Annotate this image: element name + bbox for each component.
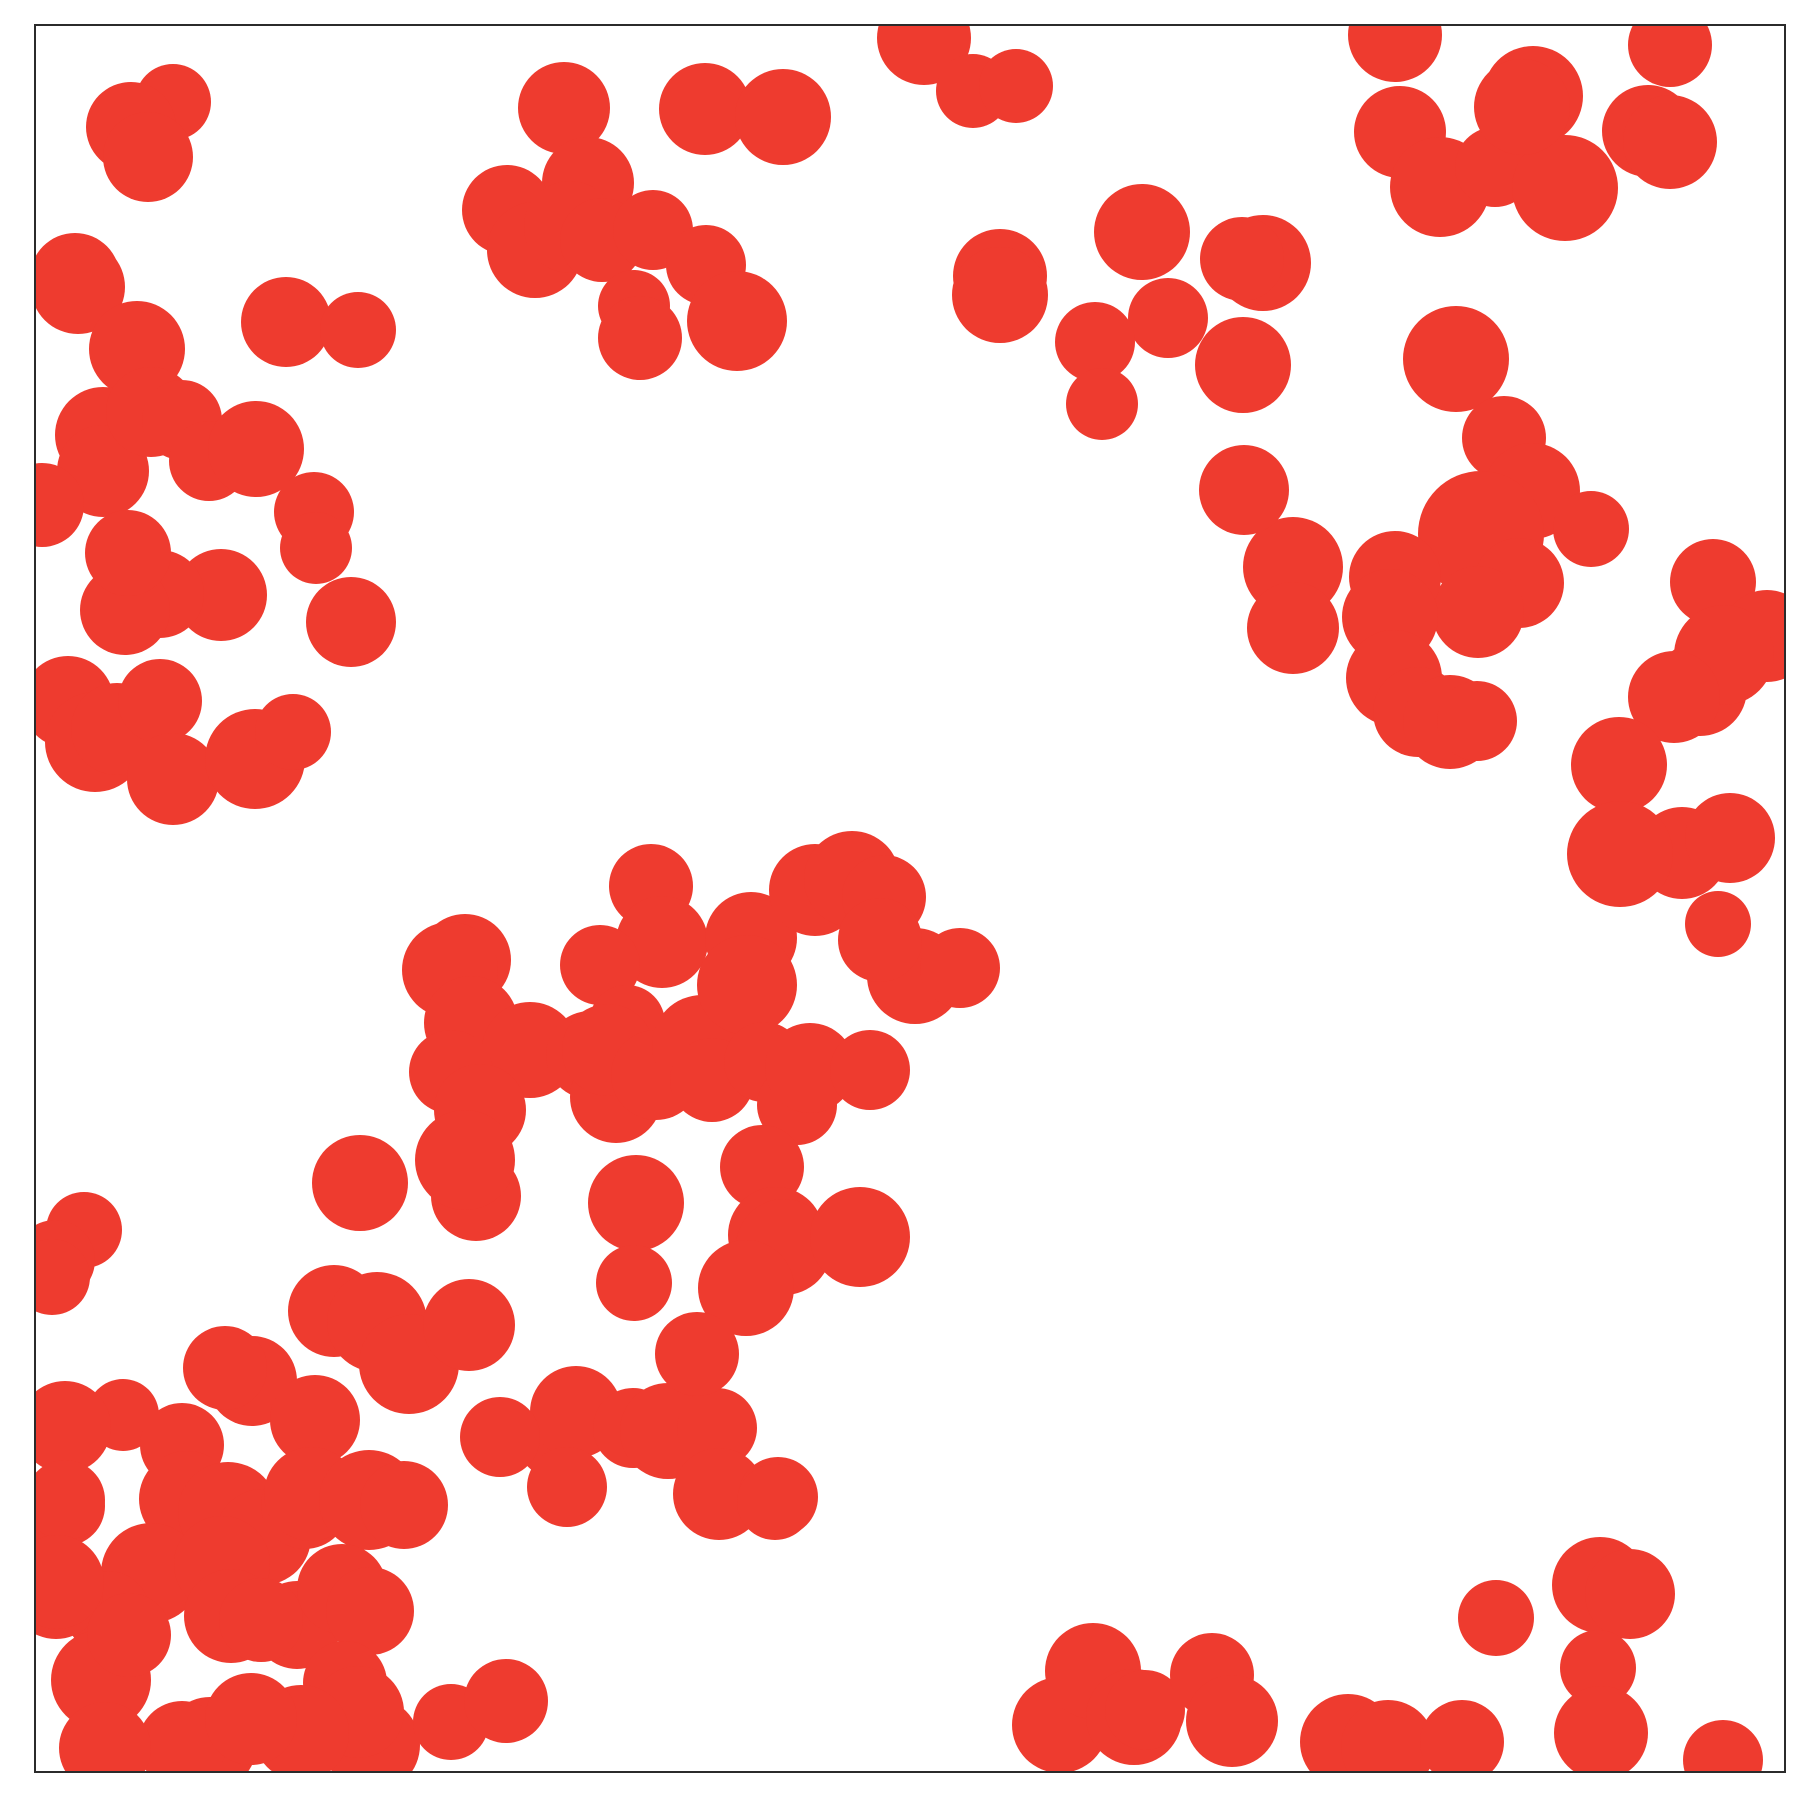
red-circle — [464, 1659, 548, 1743]
red-circle — [35, 240, 125, 334]
red-circle — [830, 1030, 910, 1110]
red-circle — [270, 1375, 360, 1465]
red-circle — [1186, 1675, 1278, 1767]
red-circle — [735, 69, 831, 165]
red-circle — [1200, 217, 1284, 301]
red-circle — [810, 1187, 910, 1287]
red-circle — [35, 1381, 111, 1473]
red-circle — [1094, 184, 1190, 280]
red-circle — [596, 1245, 672, 1321]
red-circle — [697, 935, 797, 1035]
red-circle — [1628, 25, 1712, 87]
red-circle — [1567, 801, 1673, 907]
red-circle — [208, 401, 304, 497]
red-circle — [35, 1239, 90, 1315]
red-circle — [1685, 891, 1751, 957]
red-circle — [1105, 1670, 1185, 1750]
red-circle — [306, 577, 396, 667]
red-circle — [737, 1464, 813, 1540]
red-circle — [219, 1578, 303, 1662]
red-circle — [1554, 1686, 1648, 1772]
red-circle — [687, 271, 787, 371]
red-circle — [598, 296, 682, 380]
red-circle — [1685, 793, 1775, 883]
red-circle — [1128, 278, 1208, 358]
red-circle — [560, 925, 640, 1005]
red-circle — [655, 1312, 739, 1396]
red-circle — [35, 1535, 104, 1629]
red-circle — [1553, 491, 1629, 567]
plot-frame — [34, 24, 1786, 1773]
red-circle — [255, 694, 331, 770]
red-circle — [1195, 317, 1291, 413]
red-circle — [320, 292, 396, 368]
red-circle — [103, 112, 193, 202]
red-circle — [183, 1326, 267, 1410]
red-circle — [920, 928, 1000, 1008]
red-circle — [677, 1388, 757, 1468]
red-circle — [127, 733, 219, 825]
red-circle — [35, 1460, 105, 1540]
red-circle — [1571, 717, 1667, 813]
red-circle — [360, 1461, 448, 1549]
red-circle — [460, 1397, 540, 1477]
red-circle — [838, 898, 922, 982]
red-circle — [205, 1673, 297, 1765]
red-circle — [241, 277, 331, 367]
red-circle — [588, 1155, 684, 1251]
red-circle — [85, 510, 171, 596]
red-circle — [423, 1279, 515, 1371]
red-circle — [280, 512, 352, 584]
red-circle — [979, 49, 1053, 123]
red-circle — [1458, 1580, 1534, 1656]
red-circle — [1437, 681, 1517, 761]
red-circle — [518, 62, 610, 154]
red-circle — [87, 1593, 171, 1677]
red-circle — [1403, 306, 1509, 412]
red-circle — [1560, 1630, 1636, 1706]
red-circle — [1585, 1549, 1675, 1639]
red-circle — [1420, 1700, 1504, 1772]
red-circle — [1055, 302, 1135, 382]
red-circle — [326, 1567, 414, 1655]
red-circle — [527, 1447, 607, 1527]
red-circle — [1512, 135, 1618, 241]
red-circle — [138, 1701, 226, 1772]
red-circle — [1432, 566, 1524, 658]
red-circle — [1348, 25, 1442, 82]
red-circle — [1199, 445, 1289, 535]
red-circle — [59, 1702, 151, 1772]
red-circle — [312, 1135, 408, 1231]
red-circle — [415, 1110, 515, 1210]
red-circle — [1247, 582, 1339, 674]
red-circle — [118, 659, 202, 743]
red-circle — [1474, 59, 1570, 155]
red-circle — [1683, 1720, 1763, 1772]
red-circle — [952, 247, 1048, 343]
red-circle — [765, 1023, 855, 1113]
red-circle — [1341, 1700, 1435, 1772]
red-circle — [698, 1240, 794, 1336]
red-circle — [659, 63, 751, 155]
red-circle — [1066, 368, 1138, 440]
red-circle — [1628, 651, 1720, 743]
red-circle — [35, 463, 84, 547]
red-circle — [1623, 95, 1717, 189]
